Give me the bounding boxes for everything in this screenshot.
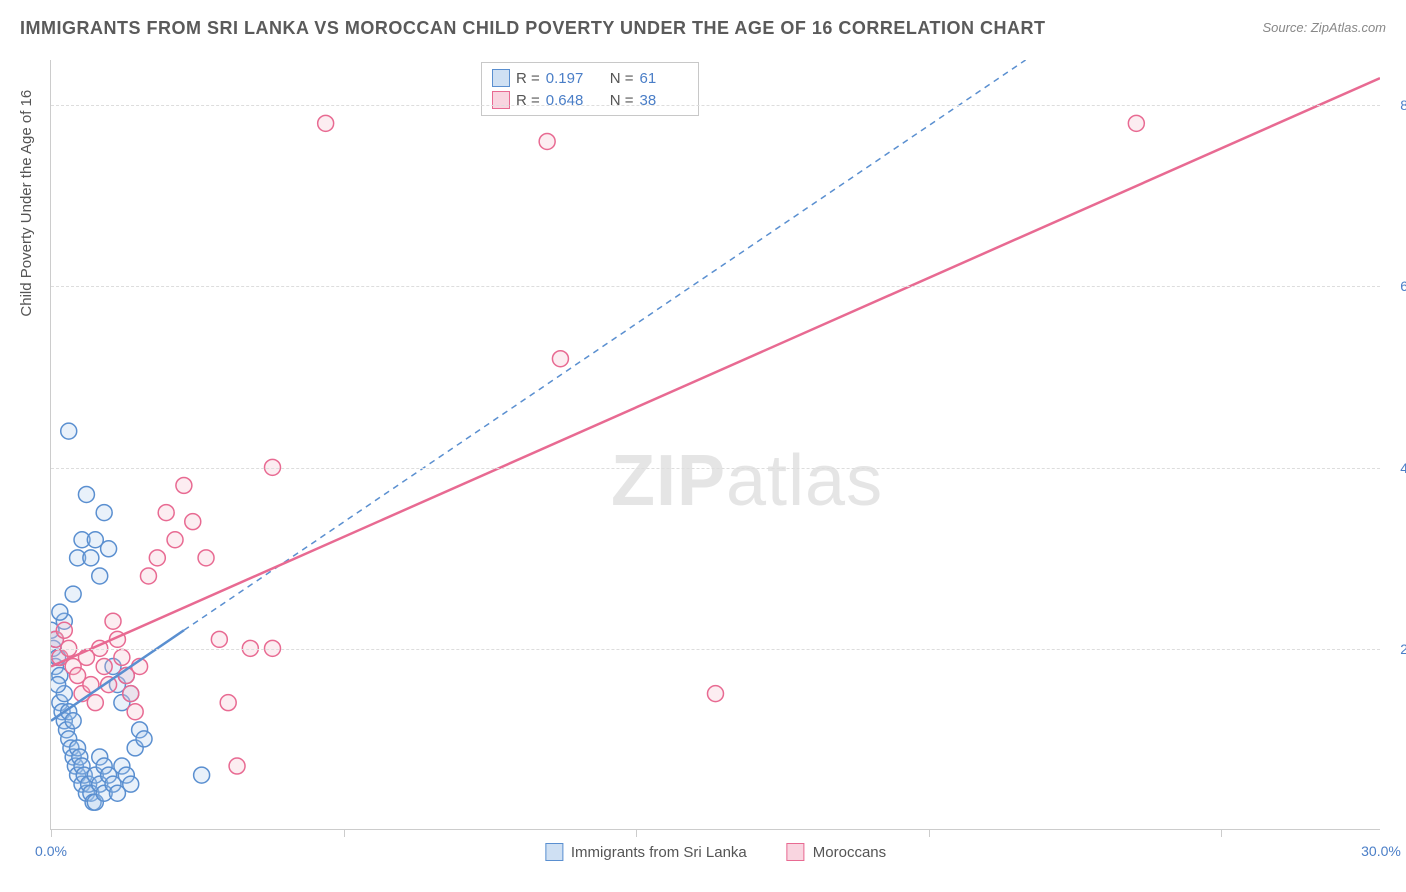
data-point [83,550,99,566]
legend-item: Immigrants from Sri Lanka [545,843,747,861]
x-tick [344,829,345,837]
data-point [185,514,201,530]
legend-r-label: R = [516,70,540,87]
legend-label: Immigrants from Sri Lanka [571,844,747,861]
y-axis-label: Child Poverty Under the Age of 16 [18,90,35,317]
data-point [65,713,81,729]
legend-label: Moroccans [813,844,886,861]
y-tick-label: 60.0% [1385,278,1406,294]
legend-swatch [492,69,510,87]
chart-area: ZIPatlas R =0.197N =61R =0.648N =38 Immi… [50,60,1380,830]
x-tick [929,829,930,837]
data-point [1128,115,1144,131]
data-point [101,541,117,557]
data-point [52,604,68,620]
x-tick-label: 0.0% [35,843,67,859]
gridline [51,286,1380,287]
data-point [61,423,77,439]
legend-row: R =0.648N =38 [492,89,688,111]
legend-swatch [787,843,805,861]
data-point [127,704,143,720]
data-point [65,586,81,602]
trend-line-dashed [184,60,1026,630]
legend-r-value: 0.197 [546,70,594,87]
plot-svg [51,60,1380,829]
data-point [149,550,165,566]
data-point [105,613,121,629]
gridline [51,468,1380,469]
data-point [140,568,156,584]
trend-line [51,78,1380,666]
y-tick-label: 20.0% [1385,641,1406,657]
legend-item: Moroccans [787,843,886,861]
data-point [51,677,66,693]
source-credit: Source: ZipAtlas.com [1262,20,1386,35]
legend-row: R = 0.197 N = 61 [492,67,688,89]
gridline [51,105,1380,106]
data-point [96,505,112,521]
data-point [198,550,214,566]
y-tick-label: 80.0% [1385,97,1406,113]
data-point [229,758,245,774]
x-tick [51,829,52,837]
data-point [167,532,183,548]
legend-swatch [545,843,563,861]
x-tick-label: 30.0% [1361,843,1401,859]
data-point [87,695,103,711]
x-tick [1221,829,1222,837]
gridline [51,649,1380,650]
data-point [318,115,334,131]
data-point [136,731,152,747]
x-tick [636,829,637,837]
data-point [176,477,192,493]
data-point [707,686,723,702]
correlation-legend: R = 0.197 N = 61 R =0.648N =38 [481,62,699,116]
data-point [92,568,108,584]
series-legend: Immigrants from Sri Lanka Moroccans [545,843,886,861]
data-point [539,133,555,149]
data-point [123,776,139,792]
data-point [56,622,72,638]
y-tick-label: 40.0% [1385,460,1406,476]
data-point [194,767,210,783]
data-point [220,695,236,711]
data-point [552,351,568,367]
data-point [158,505,174,521]
data-point [114,649,130,665]
legend-n-value: 61 [640,70,688,87]
data-point [78,486,94,502]
data-point [211,631,227,647]
data-point [96,658,112,674]
data-point [123,686,139,702]
legend-swatch [492,91,510,109]
legend-n-label: N = [610,70,634,87]
chart-title: IMMIGRANTS FROM SRI LANKA VS MOROCCAN CH… [20,18,1046,39]
